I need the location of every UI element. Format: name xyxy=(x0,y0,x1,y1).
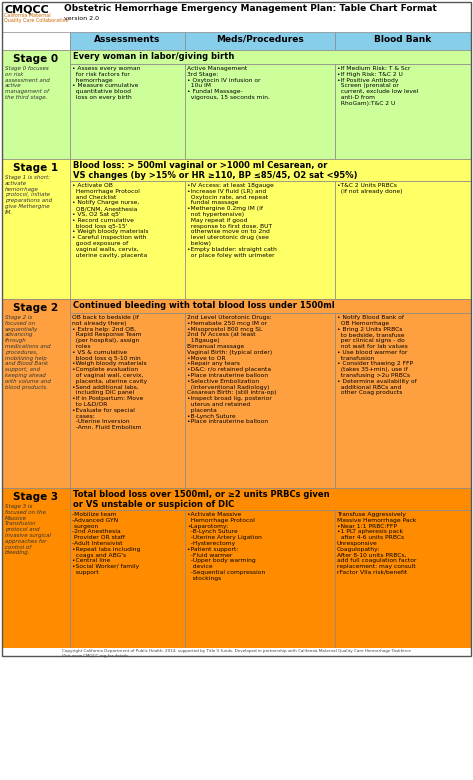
Bar xyxy=(185,181,335,299)
Bar xyxy=(2,32,70,50)
Text: Blood loss: > 500ml vaginal or >1000 ml Cesarean, or
VS changes (by >15% or HR ≥: Blood loss: > 500ml vaginal or >1000 ml … xyxy=(73,161,358,180)
Bar xyxy=(185,32,335,50)
Text: CMQCC: CMQCC xyxy=(4,4,49,14)
Bar xyxy=(335,313,471,488)
Text: Quality Care Collaborative: Quality Care Collaborative xyxy=(4,18,69,23)
Bar xyxy=(70,313,185,488)
Bar xyxy=(335,32,471,50)
Text: • Activate OB
  Hemorrhage Protocol
  and Checklist
• Notify Charge nurse,
  OB/: • Activate OB Hemorrhage Protocol and Ch… xyxy=(72,183,149,257)
Bar xyxy=(2,488,70,648)
Bar xyxy=(185,313,335,488)
Text: Obstetric Hemorrhage Emergency Management Plan: Table Chart Format: Obstetric Hemorrhage Emergency Managemen… xyxy=(64,4,437,13)
Bar xyxy=(70,32,185,50)
Text: Stage 1: Stage 1 xyxy=(13,163,59,173)
Text: Total blood loss over 1500ml, or ≥2 units PRBCs given
or VS unstable or suspicio: Total blood loss over 1500ml, or ≥2 unit… xyxy=(73,490,330,509)
Text: Blood Bank: Blood Bank xyxy=(374,35,432,44)
Text: -Mobilize team
-Advanced GYN
 surgeon
-2nd Anesthesia
 Provider OR staff
-Adult : -Mobilize team -Advanced GYN surgeon -2n… xyxy=(72,512,140,575)
Bar xyxy=(2,50,70,159)
Bar xyxy=(70,50,471,64)
Text: Continued bleeding with total blood loss under 1500ml: Continued bleeding with total blood loss… xyxy=(73,301,335,310)
Text: Stage 3 is
focused on the
Massive
Transfusion
protocol and
invasive surgical
app: Stage 3 is focused on the Massive Transf… xyxy=(5,504,51,555)
Text: Meds/Procedures: Meds/Procedures xyxy=(216,35,304,44)
Text: Every woman in labor/giving birth: Every woman in labor/giving birth xyxy=(73,52,235,61)
Text: Stage 2 is
focused on
sequentially
advancing
through
medications and
procedures,: Stage 2 is focused on sequentially advan… xyxy=(5,315,51,389)
Bar xyxy=(185,64,335,159)
Text: version 2.0: version 2.0 xyxy=(64,16,99,21)
Text: Transfuse Aggressively
Massive Hemorrhage Pack
•Near 1:1 PRBC:FFP
•1 PLT apheres: Transfuse Aggressively Massive Hemorrhag… xyxy=(337,512,417,575)
Text: Stage 0: Stage 0 xyxy=(13,54,59,64)
Text: Stage 0 focuses
on risk
assessment and
active
management of
the third stage.: Stage 0 focuses on risk assessment and a… xyxy=(5,66,50,100)
Bar xyxy=(70,299,471,313)
Bar xyxy=(185,510,335,648)
Text: •T&C 2 Units PRBCs
  (if not already done): •T&C 2 Units PRBCs (if not already done) xyxy=(337,183,403,193)
Text: OB back to bedside (if
not already there)
• Extra help: 2nd OB,
  Rapid Response: OB back to bedside (if not already there… xyxy=(72,315,147,431)
Bar xyxy=(2,159,70,299)
Text: 2nd Level Uterotonic Drugs:
•Hemabate 250 mcg IM or
•Misoprostol 800 mcg SL
2nd : 2nd Level Uterotonic Drugs: •Hemabate 25… xyxy=(187,315,276,424)
Text: Stage 2: Stage 2 xyxy=(13,303,59,313)
Bar xyxy=(70,488,471,510)
Bar xyxy=(70,64,185,159)
Bar xyxy=(70,159,471,181)
Text: Assessments: Assessments xyxy=(94,35,161,44)
Bar xyxy=(335,510,471,648)
Bar xyxy=(335,181,471,299)
Bar xyxy=(70,181,185,299)
Bar xyxy=(2,2,471,32)
Text: •Activate Massive
  Hemorrhage Protocol
•Laparotomy:
  -B-Lynch Suture
  -Uterin: •Activate Massive Hemorrhage Protocol •L… xyxy=(187,512,265,581)
Text: • Notify Blood Bank of
  OB Hemorrhage
• Bring 2 Units PRBCs
  to bedside, trans: • Notify Blood Bank of OB Hemorrhage • B… xyxy=(337,315,417,395)
Text: Stage 1 is short:
activate
hemorrhage
protocol, initiate
preparations and
give M: Stage 1 is short: activate hemorrhage pr… xyxy=(5,175,52,214)
Text: •IV Access: at least 18gauge
•Increase IV fluid (LR) and
  Oxytocin rate, and re: •IV Access: at least 18gauge •Increase I… xyxy=(187,183,277,257)
Text: California Maternal: California Maternal xyxy=(4,13,51,18)
Bar xyxy=(2,648,471,778)
Text: Copyright California Department of Public Health, 2014; supported by Title V fun: Copyright California Department of Publi… xyxy=(62,649,411,658)
Bar xyxy=(2,2,471,656)
Bar xyxy=(2,299,70,488)
Text: Stage 3: Stage 3 xyxy=(13,492,59,502)
Bar xyxy=(70,510,185,648)
Text: • Assess every woman
  for risk factors for
  hemorrhage
• Measure cumulative
  : • Assess every woman for risk factors fo… xyxy=(72,66,140,100)
Bar xyxy=(335,64,471,159)
Text: •If Medium Risk: T & Scr
•If High Risk: T&C 2 U
•If Positive Antibody
  Screen (: •If Medium Risk: T & Scr •If High Risk: … xyxy=(337,66,418,106)
Text: Active Management
3rd Stage:
• Oxytocin IV infusion or
  10u IM
• Fundal Massage: Active Management 3rd Stage: • Oxytocin … xyxy=(187,66,270,100)
